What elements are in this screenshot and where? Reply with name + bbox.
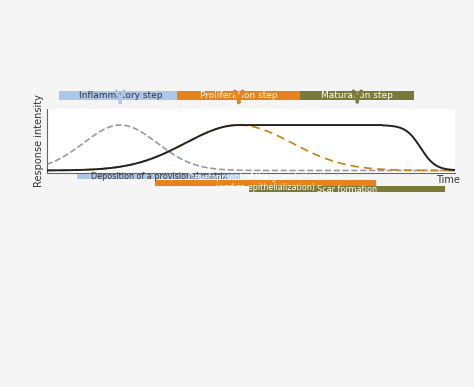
Text: Proliferation step: Proliferation step [200, 91, 278, 100]
Text: Maturation step: Maturation step [321, 91, 393, 100]
Text: Time: Time [436, 175, 459, 185]
Y-axis label: Response intensity: Response intensity [34, 94, 44, 187]
FancyBboxPatch shape [300, 91, 414, 100]
Text: Scar formation: Scar formation [317, 185, 377, 194]
FancyBboxPatch shape [177, 91, 300, 100]
FancyBboxPatch shape [59, 91, 182, 100]
FancyBboxPatch shape [77, 173, 241, 180]
Text: Development of the granulation tissue
(and re-epithelialization): Development of the granulation tissue (a… [188, 173, 343, 192]
FancyBboxPatch shape [249, 186, 445, 192]
FancyBboxPatch shape [155, 180, 376, 186]
Text: Deposition of a provisional matrix: Deposition of a provisional matrix [91, 172, 228, 181]
Text: Inflammatory step: Inflammatory step [79, 91, 162, 100]
